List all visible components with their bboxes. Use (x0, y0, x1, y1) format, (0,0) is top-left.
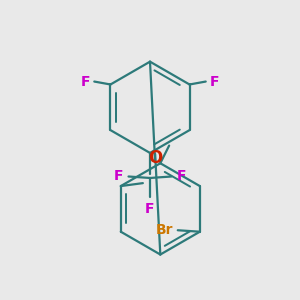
Text: F: F (176, 169, 186, 184)
Text: Br: Br (156, 223, 173, 237)
Text: F: F (145, 202, 155, 215)
Text: F: F (114, 169, 124, 184)
Text: F: F (210, 74, 220, 88)
Text: O: O (148, 149, 162, 167)
Text: F: F (80, 74, 90, 88)
